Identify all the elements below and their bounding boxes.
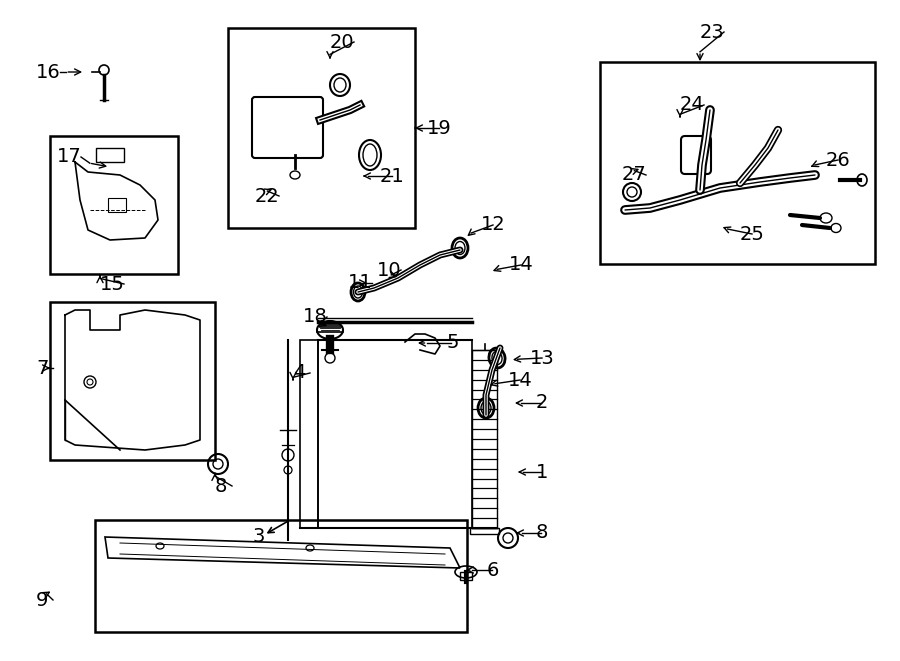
- Bar: [472, 350, 497, 528]
- Text: 26: 26: [826, 151, 850, 169]
- Text: 9: 9: [36, 590, 49, 609]
- Bar: [108, 198, 126, 212]
- Text: 8: 8: [536, 524, 548, 543]
- Text: 4: 4: [293, 364, 305, 383]
- Text: 13: 13: [530, 348, 554, 368]
- Text: 6: 6: [487, 561, 500, 580]
- Text: 14: 14: [508, 371, 533, 389]
- Text: 5: 5: [446, 334, 458, 352]
- Bar: [600, 62, 875, 264]
- Text: 21: 21: [380, 167, 405, 186]
- Text: 25: 25: [740, 225, 765, 243]
- Text: 17: 17: [57, 147, 82, 167]
- Bar: [470, 528, 499, 534]
- Text: 23: 23: [700, 22, 725, 42]
- Text: 14: 14: [509, 256, 534, 274]
- Text: 16: 16: [36, 63, 61, 81]
- Text: 2: 2: [536, 393, 548, 412]
- Bar: [95, 520, 467, 632]
- Text: 3: 3: [253, 527, 266, 545]
- Text: 22: 22: [255, 186, 280, 206]
- Bar: [50, 136, 178, 274]
- Text: 8: 8: [215, 477, 228, 496]
- Bar: [460, 572, 472, 580]
- Text: 20: 20: [330, 32, 355, 52]
- Text: 7: 7: [36, 358, 49, 377]
- Text: 10: 10: [377, 260, 401, 280]
- Text: 18: 18: [303, 307, 328, 327]
- Text: 1: 1: [536, 463, 548, 481]
- Text: 24: 24: [680, 95, 705, 114]
- Text: 15: 15: [100, 274, 125, 293]
- Text: 27: 27: [622, 165, 647, 184]
- Bar: [318, 340, 472, 528]
- Bar: [50, 302, 215, 460]
- Bar: [300, 340, 318, 528]
- Bar: [96, 148, 124, 162]
- Text: 11: 11: [348, 274, 373, 293]
- Text: 19: 19: [427, 118, 452, 137]
- Bar: [228, 28, 415, 228]
- Text: 12: 12: [481, 215, 506, 235]
